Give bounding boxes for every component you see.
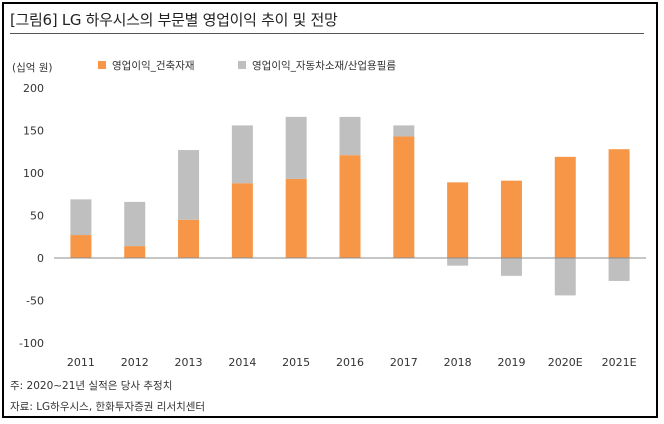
bar-construction [70, 235, 92, 258]
bar-auto-materials [500, 258, 522, 276]
y-tick-label: 150 [23, 125, 44, 138]
bar-auto-materials [393, 125, 415, 137]
bar-auto-materials [231, 125, 253, 184]
bar-construction [339, 155, 361, 258]
bar-auto-materials [608, 258, 630, 281]
figure-title: [그림6] LG 하우시스의 부문별 영업이익 추이 및 전망 [10, 11, 338, 29]
bar-auto-materials [124, 201, 146, 247]
bar-construction [554, 156, 576, 258]
title-divider [10, 33, 644, 34]
x-tick-label: 2018 [444, 356, 472, 369]
y-tick-label: 200 [23, 82, 44, 95]
bar-construction [447, 182, 469, 258]
legend-label-auto-materials: 영업이익_자동차소재/산업용필름 [252, 60, 397, 72]
legend-swatch-gray [238, 61, 246, 69]
legend-item-auto-materials: 영업이익_자동차소재/산업용필름 [238, 58, 396, 73]
bar-auto-materials [447, 258, 469, 266]
x-tick-label: 2011 [67, 356, 95, 369]
legend-swatch-orange [98, 61, 106, 69]
bar-auto-materials [285, 116, 307, 179]
legend-label-construction: 영업이익_건축자재 [112, 60, 195, 72]
y-tick-label: 0 [37, 252, 44, 265]
footnote-source: 자료: LG하우시스, 한화투자증권 리서치센터 [10, 401, 206, 413]
x-tick-label: 2015 [282, 356, 310, 369]
bar-construction [500, 180, 522, 258]
x-tick-label: 2019 [497, 356, 525, 369]
y-axis-unit-label: (십억 원) [12, 62, 53, 74]
x-tick-label: 2014 [228, 356, 256, 369]
x-tick-label: 2012 [121, 356, 149, 369]
bar-auto-materials [554, 258, 576, 296]
bar-construction [178, 219, 200, 258]
x-tick-label: 2016 [336, 356, 364, 369]
x-tick-label: 2017 [390, 356, 418, 369]
y-tick-label: -50 [26, 295, 44, 308]
x-tick-label: 2020E [548, 356, 583, 369]
bar-auto-materials [339, 116, 361, 156]
bar-auto-materials [178, 150, 200, 220]
legend-item-construction: 영업이익_건축자재 [98, 58, 195, 73]
y-tick-label: -100 [19, 337, 44, 350]
bar-construction [124, 246, 146, 258]
figure-frame [2, 2, 658, 418]
y-tick-label: 50 [30, 210, 44, 223]
bar-construction [231, 183, 253, 258]
x-tick-label: 2013 [175, 356, 203, 369]
bar-construction [608, 149, 630, 258]
footnote-estimate: 주: 2020~21년 실적은 당사 추정치 [10, 380, 173, 392]
bar-construction [285, 178, 307, 258]
x-tick-label: 2021E [602, 356, 637, 369]
bar-construction [393, 136, 415, 258]
bar-auto-materials [70, 199, 92, 236]
y-tick-label: 100 [23, 167, 44, 180]
